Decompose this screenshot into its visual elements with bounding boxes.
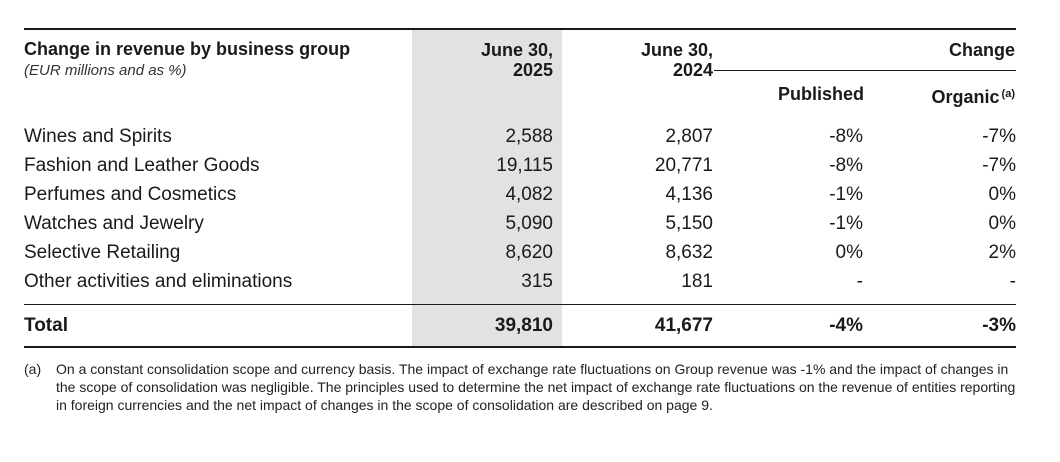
row-published-change: 0% (835, 242, 863, 263)
total-value-2025: 39,810 (494, 315, 553, 336)
table-title: Change in revenue by business group (24, 39, 351, 59)
row-value-2025: 315 (521, 271, 553, 292)
table-subtitle: (EUR millions and as %) (24, 62, 187, 79)
row-value-2024: 5,150 (665, 213, 713, 234)
row-label: Other activities and eliminations (24, 271, 293, 292)
organic-label: Organic (931, 87, 1000, 107)
row-published-change: - (856, 271, 863, 292)
row-published-change: -8% (829, 155, 863, 176)
row-value-2025: 5,090 (505, 213, 553, 234)
table-row: Fashion and Leather Goods 19,115 20,771 -8%… (24, 155, 1016, 184)
row-value-2024: 20,771 (654, 155, 713, 176)
row-published-change: -8% (829, 126, 863, 147)
row-published-change: -1% (829, 213, 863, 234)
row-value-2024: 181 (681, 271, 713, 292)
total-value-2024: 41,677 (654, 315, 713, 336)
total-separator-rule (24, 304, 1016, 305)
row-organic-change: -7% (982, 126, 1016, 147)
organic-footnote-marker: (a) (1001, 88, 1015, 100)
row-value-2025: 19,115 (496, 155, 553, 176)
column-header-june-2025: June 30, 2025 (481, 40, 553, 80)
total-published-change: -4% (829, 315, 863, 336)
row-organic-change: 0% (988, 213, 1016, 234)
column-header-organic: Organic (a) (932, 84, 1015, 107)
row-value-2025: 8,620 (505, 242, 553, 263)
column-header-text: June 30, 2024 (640, 40, 713, 80)
table-row: Selective Retailing 8,620 8,632 0% 2% (24, 242, 1016, 271)
total-organic-change: -3% (982, 315, 1016, 336)
row-value-2025: 4,082 (505, 184, 553, 205)
current-period-column-shading (412, 29, 562, 347)
row-value-2024: 8,632 (665, 242, 713, 263)
row-published-change: -1% (829, 184, 863, 205)
column-header-published: Published (777, 84, 864, 104)
row-label: Selective Retailing (24, 242, 181, 263)
row-label: Perfumes and Cosmetics (24, 184, 237, 205)
table-row: Wines and Spirits 2,588 2,807 -8% -7% (24, 126, 1016, 155)
footnote-text: On a constant consolidation scope and cu… (56, 361, 1016, 413)
row-organic-change: 2% (988, 242, 1016, 263)
table-row: Watches and Jewelry 5,090 5,150 -1% 0% (24, 213, 1016, 242)
row-label: Fashion and Leather Goods (24, 155, 260, 176)
table-bottom-rule (24, 346, 1016, 348)
column-header-text: June 30, 2025 (480, 40, 553, 80)
row-label: Wines and Spirits (24, 126, 172, 147)
row-value-2024: 4,136 (665, 184, 713, 205)
row-organic-change: -7% (982, 155, 1016, 176)
total-row: Total 39,810 41,677 -4% -3% (24, 315, 1016, 344)
total-label: Total (24, 315, 68, 336)
change-header-rule (714, 70, 1016, 71)
row-value-2024: 2,807 (665, 126, 713, 147)
column-header-change: Change (948, 40, 1015, 60)
row-organic-change: - (1009, 271, 1016, 292)
column-header-june-2024: June 30, 2024 (641, 40, 713, 80)
row-organic-change: 0% (988, 184, 1016, 205)
footnote-marker: (a) (24, 361, 42, 377)
table-row: Other activities and eliminations 315 181 -… (24, 271, 1016, 300)
table-row: Perfumes and Cosmetics 4,082 4,136 -1% 0% (24, 184, 1016, 213)
row-label: Watches and Jewelry (24, 213, 204, 234)
row-value-2025: 2,588 (505, 126, 553, 147)
table-top-rule (24, 28, 1016, 30)
